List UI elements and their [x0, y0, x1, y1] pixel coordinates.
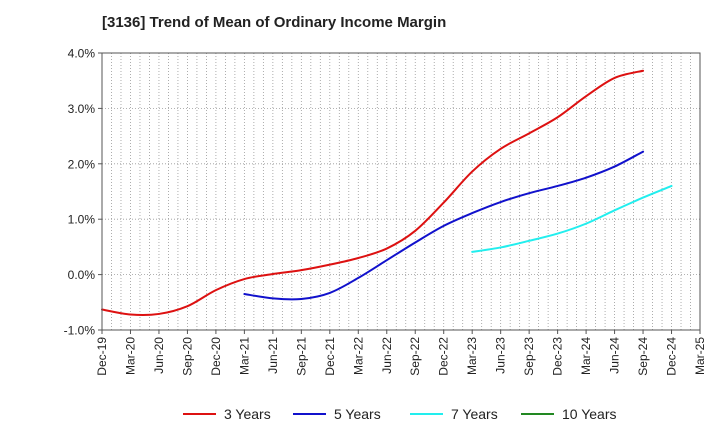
y-axis-tick-labels: -1.0% 0.0% 1.0% 2.0% 3.0% 4.0% [64, 47, 102, 338]
y-tick-label: 3.0% [68, 102, 96, 116]
x-tick-label: Dec-24 [665, 337, 679, 376]
x-tick-label: Sep-22 [408, 337, 422, 376]
chart-title: [3136] Trend of Mean of Ordinary Income … [102, 14, 447, 31]
x-tick-label: Dec-23 [551, 337, 565, 376]
series-line-1 [101, 69, 645, 317]
y-tick-label: -1.0% [64, 324, 96, 338]
series-line-3 [471, 184, 673, 253]
x-tick-label: Mar-20 [123, 337, 137, 375]
grid-lines [102, 53, 700, 330]
x-tick-label: Dec-19 [95, 337, 109, 376]
x-tick-label: Mar-24 [579, 337, 593, 375]
x-tick-label: Sep-23 [522, 337, 536, 376]
x-tick-label: Mar-23 [465, 337, 479, 375]
x-tick-label: Jun-20 [152, 337, 166, 374]
y-tick-label: 4.0% [68, 47, 96, 61]
x-tick-label: Sep-24 [636, 337, 650, 376]
x-tick-label: Jun-21 [266, 337, 280, 374]
series-lines [101, 69, 673, 317]
y-tick-label: 1.0% [68, 213, 96, 227]
x-tick-label: Dec-22 [437, 337, 451, 376]
x-tick-label: Sep-20 [180, 337, 194, 376]
plot-frame [101, 52, 701, 331]
x-axis-tick-labels: Dec-19 Mar-20 Jun-20 Sep-20 Dec-20 Mar-21 Jun-… [95, 330, 707, 376]
x-tick-label: Mar-21 [237, 337, 251, 375]
legend-label: 10 Years [562, 406, 617, 422]
x-tick-label: Jun-24 [608, 337, 622, 374]
y-tick-label: 2.0% [68, 157, 96, 171]
legend-label: 7 Years [451, 406, 498, 422]
x-tick-label: Dec-21 [323, 337, 337, 376]
x-tick-label: Mar-22 [351, 337, 365, 375]
series-line-2 [243, 150, 645, 301]
legend: 3 Years 5 Years 7 Years 10 Years [183, 406, 617, 422]
legend-label: 5 Years [334, 406, 381, 422]
x-tick-label: Sep-21 [294, 337, 308, 376]
y-tick-label: 0.0% [68, 268, 96, 282]
legend-label: 3 Years [224, 406, 271, 422]
x-tick-label: Jun-22 [380, 337, 394, 374]
x-tick-label: Jun-23 [494, 337, 508, 374]
x-tick-label: Mar-25 [693, 337, 707, 375]
x-tick-label: Dec-20 [209, 337, 223, 376]
